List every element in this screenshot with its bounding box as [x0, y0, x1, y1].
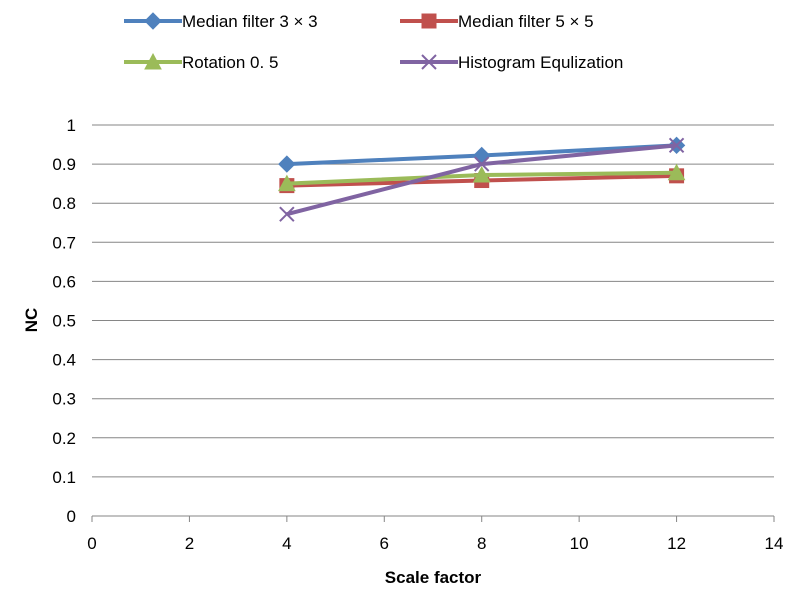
data-point	[473, 146, 491, 165]
series-histogram-equlization	[279, 137, 685, 222]
data-point	[279, 206, 295, 222]
x-tick-label: 2	[185, 534, 194, 553]
y-tick-label: 0.6	[52, 272, 76, 291]
y-tick-label: 0.2	[52, 429, 76, 448]
y-tick-label: 0.1	[52, 468, 76, 487]
legend-label: Rotation 0. 5	[182, 53, 278, 72]
legend-item-rotation-0-5: Rotation 0. 5	[124, 52, 278, 72]
legend-label: Median filter 5 × 5	[458, 12, 594, 31]
data-point	[278, 155, 296, 173]
legend-item-median-filter-3-3: Median filter 3 × 3	[124, 12, 318, 31]
x-tick-label: 14	[765, 534, 784, 553]
y-axis-title: NC	[22, 308, 41, 333]
gridlines	[92, 124, 774, 478]
y-tick-label: 0.4	[52, 351, 76, 370]
legend-item-median-filter-5-5: Median filter 5 × 5	[400, 12, 594, 31]
legend-marker	[421, 54, 437, 70]
x-tick-label: 8	[477, 534, 486, 553]
x-tick-label: 4	[282, 534, 291, 553]
x-tick-label: 6	[380, 534, 389, 553]
data-point	[278, 174, 296, 192]
data-point	[474, 156, 490, 172]
legend-marker	[144, 12, 162, 30]
data-point	[667, 163, 686, 181]
legend-label: Histogram Equlization	[458, 53, 623, 72]
y-tick-label: 0.5	[52, 312, 76, 331]
y-tick-label: 0.7	[52, 233, 76, 252]
series-layer	[278, 136, 686, 222]
data-point	[668, 137, 685, 154]
axes: 00.10.20.30.40.50.60.70.80.910 2 4 6 8 10 12 14	[52, 116, 783, 553]
y-tick-label: 0.8	[52, 194, 76, 213]
legend-label: Median filter 3 × 3	[182, 12, 318, 31]
legend-marker	[144, 52, 162, 70]
y-tick-label: 0.3	[52, 390, 76, 409]
x-tick-label: 10	[570, 534, 589, 553]
legend: Median filter 3 × 3 Median filter 5 × 5 Ro…	[124, 12, 623, 72]
legend-marker	[421, 13, 437, 29]
series-rotation-0-5	[278, 163, 686, 192]
y-tick-label: 1	[67, 116, 76, 135]
x-axis-title: Scale factor	[385, 568, 482, 587]
legend-item-histogram-equlization: Histogram Equlization	[400, 53, 623, 72]
x-tick-label: 12	[667, 534, 686, 553]
data-point	[472, 165, 491, 183]
y-tick-label: 0.9	[52, 155, 76, 174]
x-tick-label: 0	[87, 534, 96, 553]
y-tick-label: 0	[67, 507, 76, 526]
